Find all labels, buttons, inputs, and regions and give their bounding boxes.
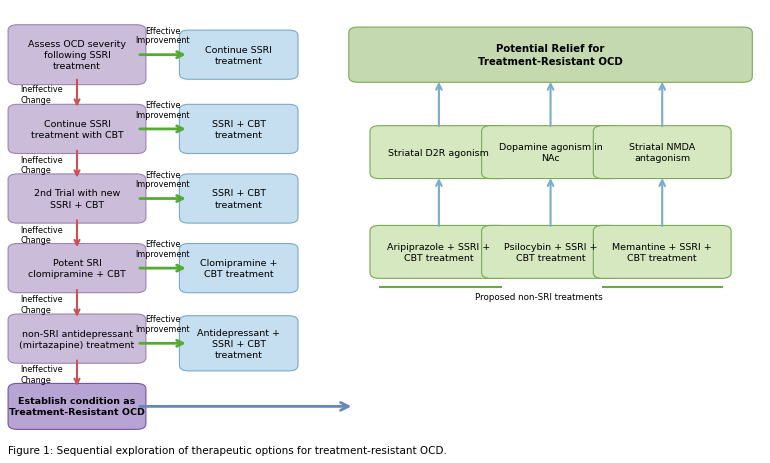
Text: Ineffective
Change: Ineffective Change [20,294,62,314]
FancyBboxPatch shape [593,126,732,179]
FancyBboxPatch shape [8,175,146,224]
FancyBboxPatch shape [179,175,298,224]
Text: 2nd Trial with new
SSRI + CBT: 2nd Trial with new SSRI + CBT [34,189,120,209]
FancyBboxPatch shape [370,226,508,279]
Text: Antidepressant +
SSRI + CBT
treatment: Antidepressant + SSRI + CBT treatment [197,328,280,359]
Text: Effective
Improvement: Effective Improvement [136,170,190,189]
FancyBboxPatch shape [8,244,146,293]
Text: Psilocybin + SSRI +
CBT treatment: Psilocybin + SSRI + CBT treatment [504,242,598,263]
Text: Continue SSRI
treatment with CBT: Continue SSRI treatment with CBT [31,119,123,140]
Text: Continue SSRI
treatment: Continue SSRI treatment [205,45,273,66]
Text: Striatal NMDA
antagonism: Striatal NMDA antagonism [629,143,695,163]
Text: Ineffective
Change: Ineffective Change [20,85,62,105]
FancyBboxPatch shape [8,25,146,85]
Text: Establish condition as
Treatment-Resistant OCD: Establish condition as Treatment-Resista… [9,396,145,417]
Text: Ineffective
Change: Ineffective Change [20,225,62,244]
FancyBboxPatch shape [179,316,298,371]
Text: SSRI + CBT
treatment: SSRI + CBT treatment [212,119,266,140]
Text: Ineffective
Change: Ineffective Change [20,364,62,384]
Text: Effective
Improvement: Effective Improvement [136,27,190,45]
Text: Potent SRI
clomipramine + CBT: Potent SRI clomipramine + CBT [28,258,126,279]
Text: non-SRI antidepressant
(mirtazapine) treatment: non-SRI antidepressant (mirtazapine) tre… [19,329,135,349]
FancyBboxPatch shape [370,126,508,179]
FancyBboxPatch shape [349,28,752,83]
Text: Memantine + SSRI +
CBT treatment: Memantine + SSRI + CBT treatment [612,242,712,263]
FancyBboxPatch shape [482,126,619,179]
FancyBboxPatch shape [179,105,298,154]
FancyBboxPatch shape [482,226,619,279]
FancyBboxPatch shape [179,244,298,293]
FancyBboxPatch shape [8,314,146,363]
Text: Effective
Improvement: Effective Improvement [136,315,190,333]
Text: Assess OCD severity
following SSRI
treatment: Assess OCD severity following SSRI treat… [28,40,126,71]
FancyBboxPatch shape [8,383,146,430]
Text: Aripiprazole + SSRI +
CBT treatment: Aripiprazole + SSRI + CBT treatment [387,242,490,263]
Text: Figure 1: Sequential exploration of therapeutic options for treatment-resistant : Figure 1: Sequential exploration of ther… [8,444,447,455]
Text: Effective
Improvement: Effective Improvement [136,101,190,119]
Text: Potential Relief for
Treatment-Resistant OCD: Potential Relief for Treatment-Resistant… [478,44,623,67]
Text: Effective
Improvement: Effective Improvement [136,240,190,258]
Text: Clomipramine +
CBT treatment: Clomipramine + CBT treatment [200,258,277,279]
FancyBboxPatch shape [593,226,732,279]
FancyBboxPatch shape [8,105,146,154]
Text: Proposed non-SRI treatments: Proposed non-SRI treatments [475,293,603,301]
Text: Dopamine agonism in
NAc: Dopamine agonism in NAc [499,143,602,163]
FancyBboxPatch shape [179,31,298,80]
Text: Striatal D2R agonism: Striatal D2R agonism [388,148,490,157]
Text: Ineffective
Change: Ineffective Change [20,156,62,175]
Text: SSRI + CBT
treatment: SSRI + CBT treatment [212,189,266,209]
